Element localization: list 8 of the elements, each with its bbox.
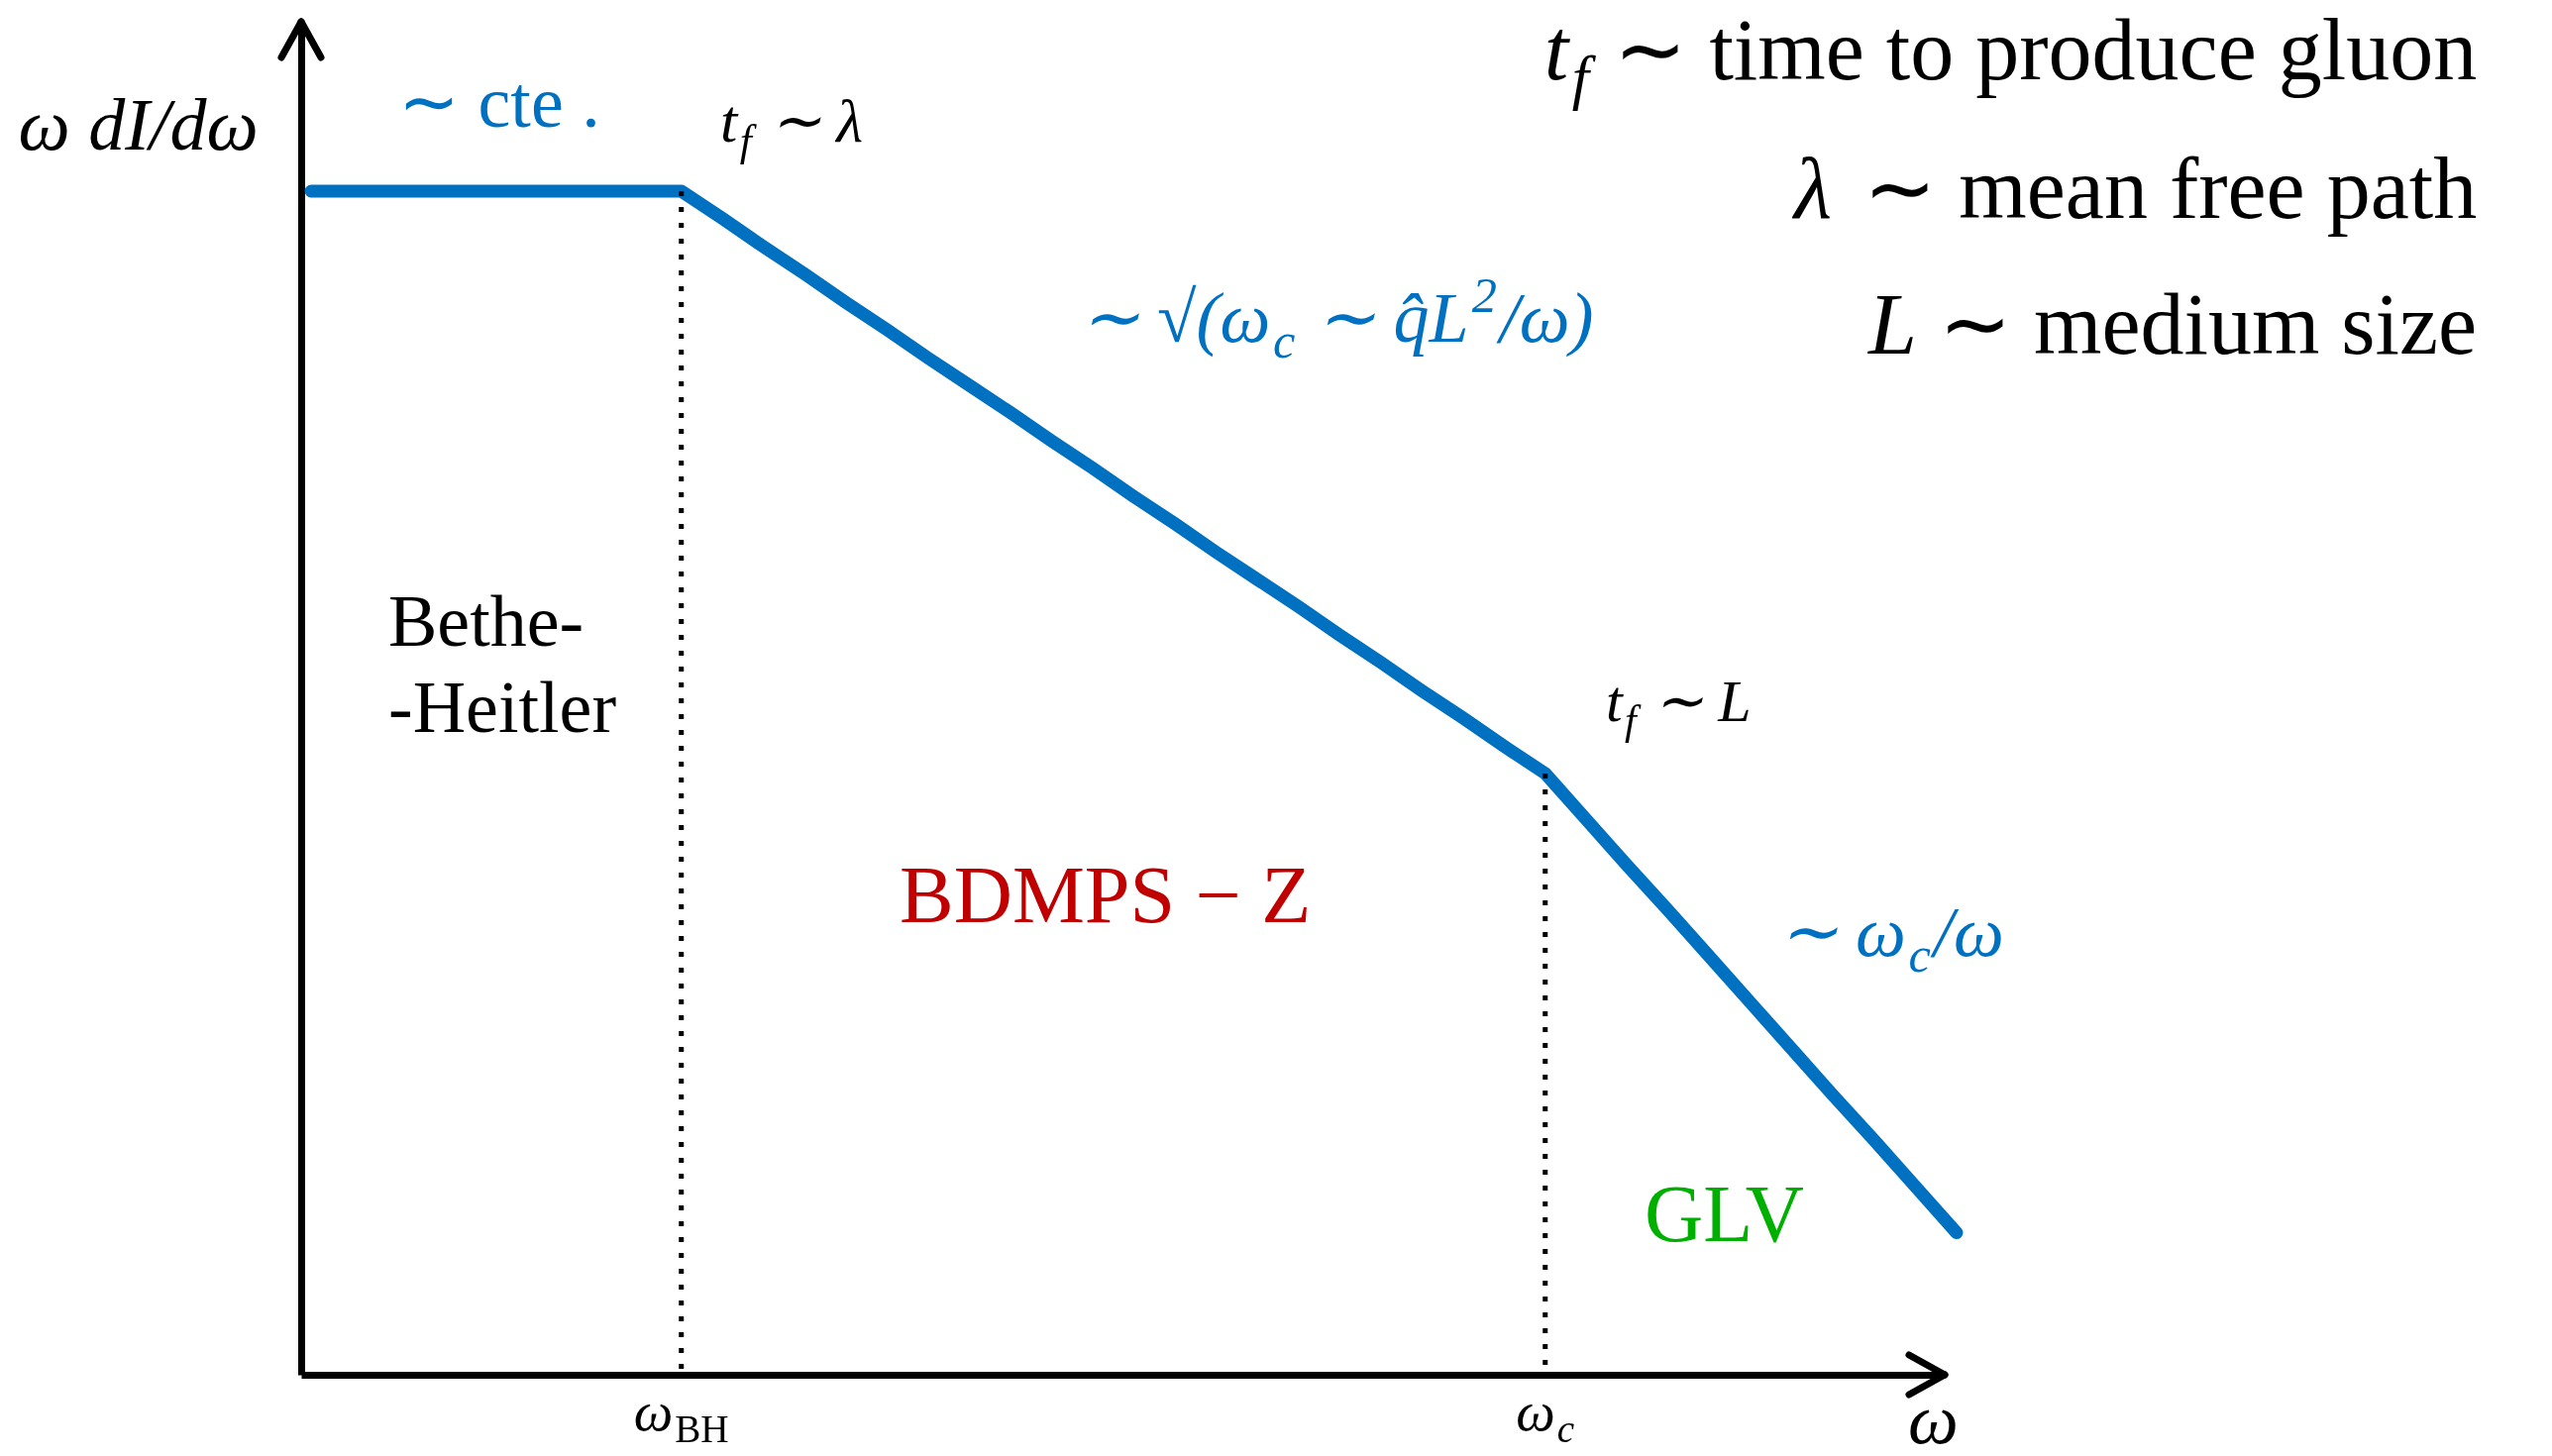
- text: ∼ cte .: [398, 61, 600, 143]
- y-axis-title: ω dI/dω: [18, 83, 259, 165]
- annotation: GLV: [1645, 1169, 1804, 1259]
- annotation: Bethe- -Heitler: [388, 580, 617, 749]
- x-axis-title: ω: [1908, 1379, 1959, 1456]
- annotation: BDMPS − Z: [900, 850, 1312, 940]
- annotation: L ∼ medium size: [1866, 276, 2478, 372]
- annotation: λ ∼ mean free path: [1791, 141, 2478, 237]
